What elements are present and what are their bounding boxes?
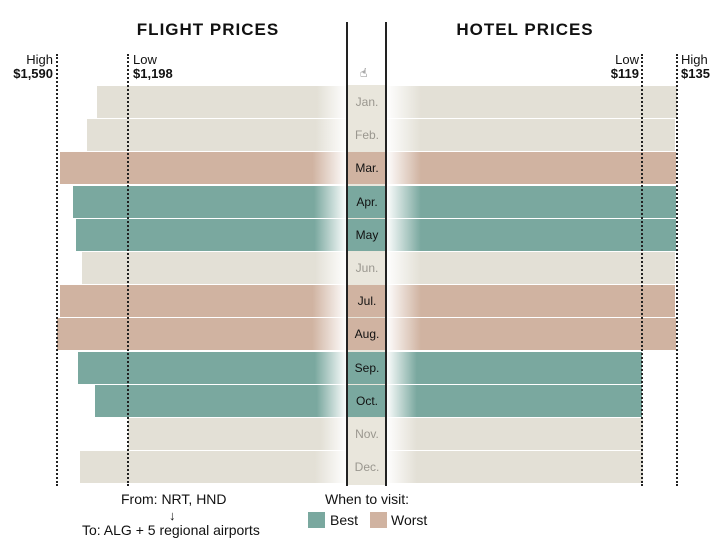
month-label-10: Nov.	[348, 418, 386, 450]
hotel-bar-7	[386, 318, 676, 351]
month-label-1: Feb.	[348, 119, 386, 152]
to-label: To: ALG + 5 regional airports	[82, 522, 260, 538]
hotel-bar-3	[386, 185, 677, 218]
left-axis-line	[346, 22, 348, 486]
hotel-low-label: Low $119	[590, 53, 639, 81]
worst-swatch	[370, 512, 387, 528]
flight-low-line	[127, 54, 129, 486]
when-to-visit-label: When to visit:	[325, 491, 410, 507]
flight-high-line	[56, 54, 58, 486]
month-label-3: Apr.	[348, 185, 386, 218]
hotel-low-line	[641, 54, 643, 486]
hotel-bar-11	[386, 451, 644, 484]
hotel-bar-2	[386, 152, 676, 185]
flight-high-label: High $1,590	[4, 53, 53, 81]
flight-bar-2	[59, 152, 347, 185]
month-label-7: Aug.	[348, 318, 386, 351]
flight-bar-1	[87, 119, 347, 152]
hotel-high-label: High $135	[681, 53, 725, 81]
month-label-8: Sep.	[348, 351, 386, 384]
flight-bar-9	[95, 384, 347, 417]
flight-low-label: Low $1,198	[133, 53, 193, 81]
flight-low-value: $1,198	[133, 66, 173, 81]
flight-low-text: Low	[133, 52, 157, 67]
flight-bar-10	[128, 418, 347, 450]
month-label-6: Jul.	[348, 285, 386, 318]
flight-high-value: $1,590	[13, 66, 53, 81]
hotel-bar-0	[386, 86, 677, 118]
flight-bar-6	[60, 285, 347, 318]
month-label-2: Mar.	[348, 152, 386, 185]
hand-pointer-icon: ☝	[360, 66, 368, 80]
month-label-0: Jan.	[348, 86, 386, 118]
hotel-bar-4	[386, 218, 676, 251]
hotel-prices-heading: HOTEL PRICES	[456, 20, 594, 39]
hotel-bar-10	[386, 418, 643, 450]
best-legend-label: Best	[330, 512, 359, 528]
month-label-5: Jun.	[348, 252, 386, 284]
month-label-4: May	[348, 218, 386, 251]
hotel-high-value: $135	[681, 66, 710, 81]
hotel-bar-5	[386, 252, 675, 284]
hotel-bar-6	[386, 285, 676, 318]
flight-bar-11	[80, 451, 347, 484]
flight-bar-7	[57, 318, 347, 351]
hotel-high-text: High	[681, 52, 708, 67]
best-swatch	[308, 512, 325, 528]
hotel-low-value: $119	[610, 66, 639, 81]
worst-legend-label: Worst	[391, 512, 428, 528]
hotel-high-line	[676, 54, 678, 486]
flight-bar-8	[77, 351, 347, 384]
flight-prices-heading: FLIGHT PRICES	[136, 20, 280, 39]
flight-high-text: High	[26, 52, 53, 67]
flight-bar-4	[75, 218, 347, 251]
from-label: From: NRT, HND	[121, 491, 227, 507]
hotel-bar-8	[386, 351, 642, 384]
down-arrow-icon: ↓	[169, 508, 176, 523]
month-label-9: Oct.	[348, 384, 386, 417]
right-axis-line	[385, 22, 387, 486]
hotel-bar-9	[386, 384, 642, 417]
month-label-11: Dec.	[348, 451, 386, 484]
hotel-bar-1	[386, 119, 675, 152]
hotel-low-text: Low	[615, 52, 639, 67]
flight-bar-3	[72, 185, 347, 218]
flight-bar-5	[82, 252, 347, 284]
flight-bar-0	[96, 86, 347, 118]
